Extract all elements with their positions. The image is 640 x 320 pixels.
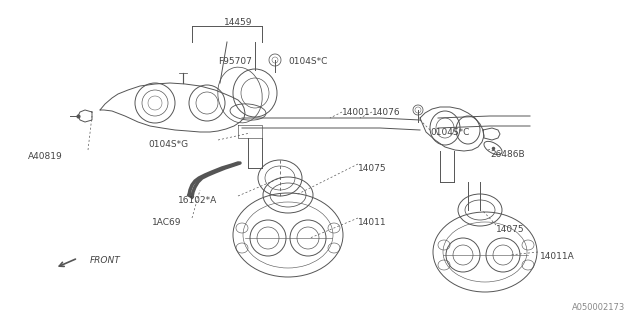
Text: 14011A: 14011A	[540, 252, 575, 261]
Text: F95707: F95707	[218, 57, 252, 66]
Text: A050002173: A050002173	[572, 303, 625, 312]
Text: FRONT: FRONT	[90, 256, 121, 265]
Text: 0104S*G: 0104S*G	[148, 140, 188, 149]
Text: 14075: 14075	[358, 164, 387, 173]
Text: 0104S*C: 0104S*C	[430, 128, 469, 137]
Text: 14459: 14459	[224, 18, 252, 27]
Text: 14001: 14001	[342, 108, 371, 117]
Text: 16102*A: 16102*A	[178, 196, 217, 205]
Text: 14076: 14076	[372, 108, 401, 117]
Text: 0104S*C: 0104S*C	[288, 57, 328, 66]
Text: A40819: A40819	[28, 152, 63, 161]
Text: 26486B: 26486B	[490, 150, 525, 159]
Text: 14011: 14011	[358, 218, 387, 227]
Text: 14075: 14075	[496, 225, 525, 234]
Text: 1AC69: 1AC69	[152, 218, 182, 227]
